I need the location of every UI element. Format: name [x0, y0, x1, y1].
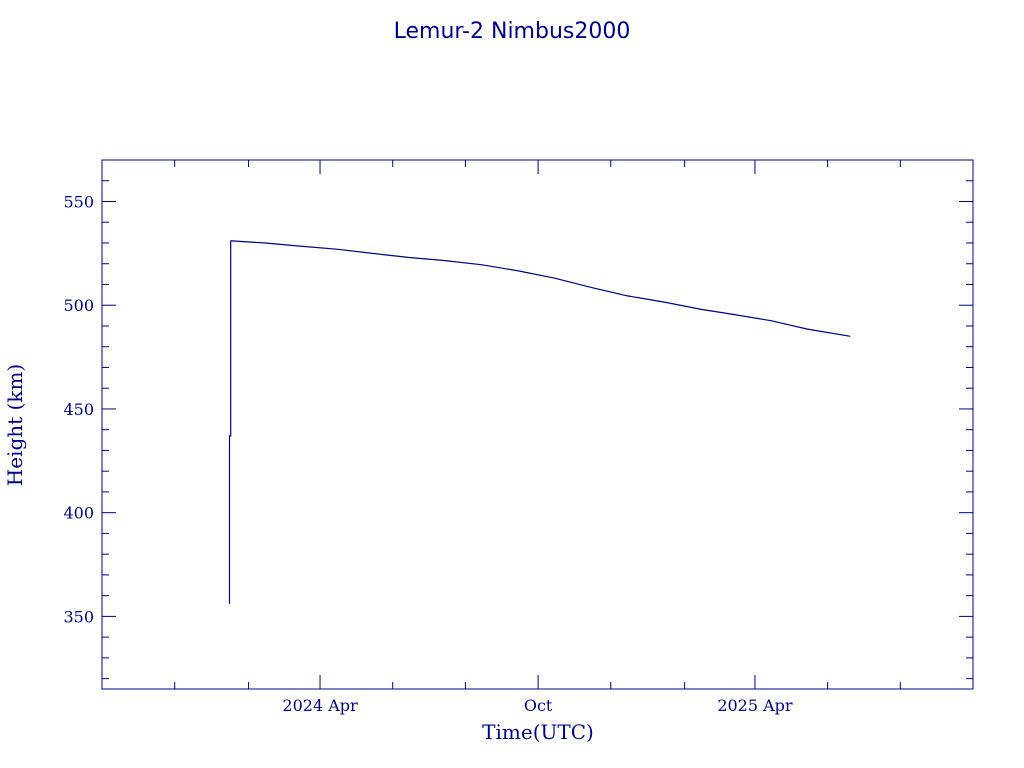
plot-frame — [101, 159, 974, 690]
x-tick-label: 2024 Apr — [282, 696, 358, 715]
x-tick-label: Oct — [524, 696, 553, 715]
y-axis-label: Height (km) — [3, 364, 27, 486]
y-tick-label: 400 — [63, 504, 94, 523]
y-tick-label: 550 — [63, 192, 94, 211]
x-tick-label: 2025 Apr — [717, 696, 793, 715]
chart-title: Lemur-2 Nimbus2000 — [394, 19, 631, 44]
x-axis-label: Time(UTC) — [482, 720, 594, 744]
y-tick-label: 350 — [63, 607, 94, 626]
series-line-height — [228, 240, 851, 604]
y-axis: 350 400 450 500 550 — [63, 159, 973, 680]
x-axis: 2024 Apr Oct 2025 Apr — [174, 160, 901, 715]
y-tick-label: 500 — [63, 296, 94, 315]
y-tick-label: 450 — [63, 400, 94, 419]
